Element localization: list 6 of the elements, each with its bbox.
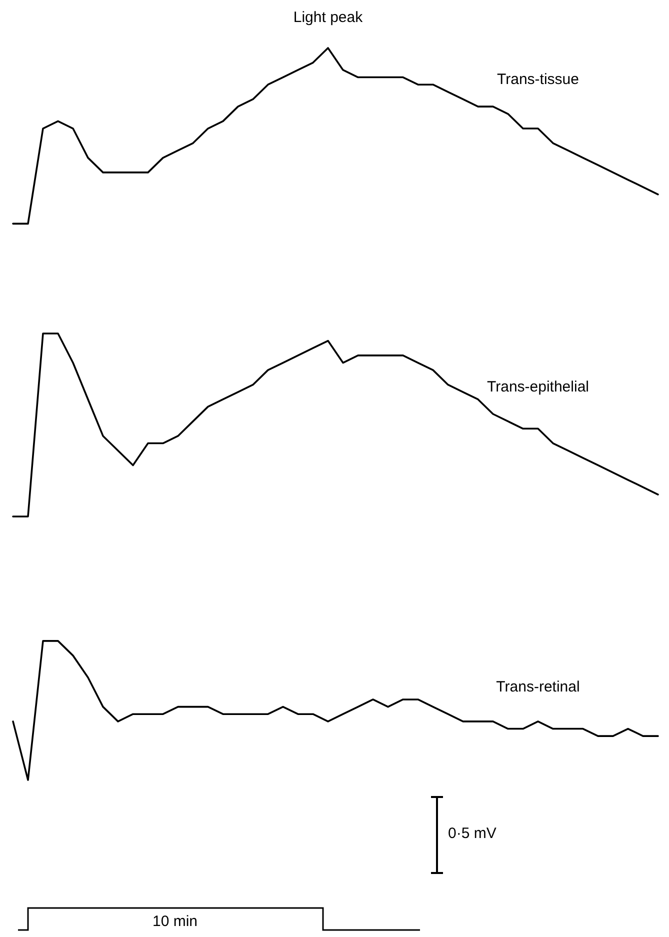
- text: 0·5 mV: [448, 825, 496, 842]
- series-label: Trans-retinal: [496, 678, 580, 696]
- series-label: Trans-epithelial: [487, 378, 589, 396]
- series-label: Trans-tissue: [497, 70, 579, 88]
- annotation: Light peak: [293, 9, 364, 26]
- text: 10 min: [152, 913, 198, 930]
